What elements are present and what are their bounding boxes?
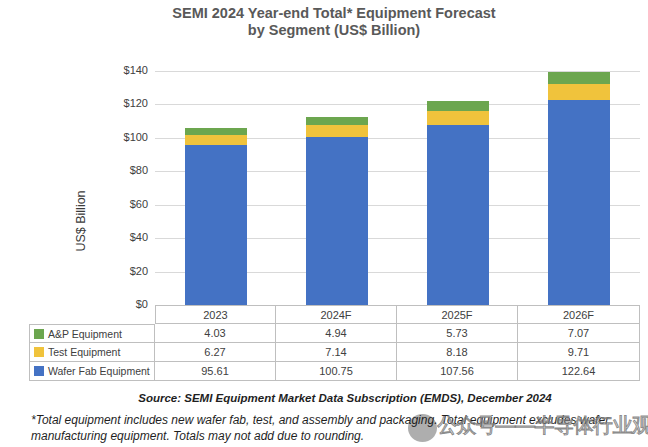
- legend-label: A&P Equipment: [48, 328, 122, 340]
- source-line: Source: SEMI Equipment Market Data Subsc…: [43, 392, 647, 404]
- bar-segment-test-equipment: [548, 84, 610, 100]
- table-value: 7.14: [276, 343, 397, 362]
- chart-title-line2: by Segment (US$ Billion): [20, 22, 648, 39]
- table-value: 4.03: [155, 324, 276, 343]
- table-value: 122.64: [518, 362, 640, 381]
- table-value: 8.18: [397, 343, 518, 362]
- chart-data-table: 20232024F2025F2026F A&P Equipment 4.034.94…: [29, 305, 640, 381]
- bar-segment-a-p-equipment: [548, 72, 610, 84]
- bar-segment-a-p-equipment: [185, 128, 247, 135]
- table-header-2026f: 2026F: [518, 305, 640, 324]
- bar-segment-wafer-fab-equipment: [548, 100, 610, 305]
- table-value: 100.75: [276, 362, 397, 381]
- y-tick-label: $20: [95, 265, 148, 277]
- legend-swatch-icon: [34, 329, 44, 339]
- y-tick-label: $40: [95, 231, 148, 243]
- legend-swatch-icon: [34, 347, 44, 357]
- y-tick-label: $140: [95, 64, 148, 76]
- chart-title: SEMI 2024 Year-end Total* Equipment Fore…: [20, 5, 648, 38]
- chart-title-line1: SEMI 2024 Year-end Total* Equipment Fore…: [20, 5, 648, 22]
- bar-segment-a-p-equipment: [306, 117, 368, 125]
- y-tick-label: $100: [95, 131, 148, 143]
- bar-segment-wafer-fab-equipment: [306, 137, 368, 305]
- table-value: 9.71: [518, 343, 640, 362]
- bar-segment-test-equipment: [427, 111, 489, 125]
- bar-segment-test-equipment: [306, 125, 368, 137]
- y-tick-label: $80: [95, 164, 148, 176]
- table-value: 5.73: [397, 324, 518, 343]
- legend-label: Test Equipment: [48, 346, 120, 358]
- legend-cell: Wafer Fab Equipment: [29, 362, 155, 381]
- table-value: 95.61: [155, 362, 276, 381]
- y-axis-label: US$ Billion: [74, 186, 88, 256]
- table-value: 7.07: [518, 324, 640, 343]
- legend-swatch-icon: [34, 366, 44, 376]
- table-header-2024f: 2024F: [276, 305, 397, 324]
- bar-segment-wafer-fab-equipment: [185, 145, 247, 305]
- y-tick-label: $60: [95, 198, 148, 210]
- bar-segment-test-equipment: [185, 135, 247, 145]
- bar-segment-a-p-equipment: [427, 101, 489, 111]
- legend-label: Wafer Fab Equipment: [48, 365, 150, 377]
- legend-cell: A&P Equipment: [29, 324, 155, 343]
- table-value: 4.94: [276, 324, 397, 343]
- table-value: 6.27: [155, 343, 276, 362]
- table-header-2023: 2023: [155, 305, 276, 324]
- table-header-2025f: 2025F: [397, 305, 518, 324]
- watermark-text: 公众号——半导体行业观察: [437, 406, 648, 446]
- plot-area: [155, 71, 640, 305]
- table-value: 107.56: [397, 362, 518, 381]
- y-tick-label: $120: [95, 97, 148, 109]
- legend-cell: Test Equipment: [29, 343, 155, 362]
- bar-segment-wafer-fab-equipment: [427, 125, 489, 305]
